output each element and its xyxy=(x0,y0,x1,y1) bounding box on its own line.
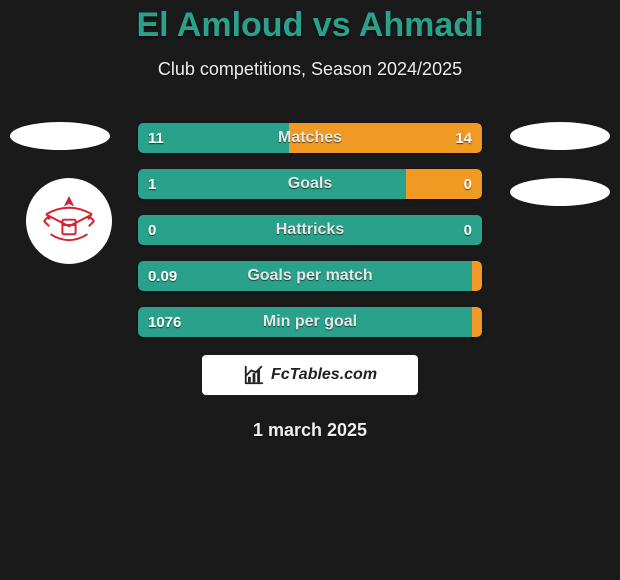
stat-segment-right xyxy=(472,261,482,291)
stat-segment-left xyxy=(138,261,472,291)
stat-segment-left xyxy=(138,169,406,199)
stat-row: Min per goal1076 xyxy=(138,307,482,337)
team-slot-mid-right xyxy=(510,178,610,206)
stat-row: Matches1114 xyxy=(138,123,482,153)
attribution-badge[interactable]: FcTables.com xyxy=(202,355,418,395)
team-crest xyxy=(26,178,112,264)
stat-segment-left xyxy=(138,307,472,337)
comparison-bars: Matches1114 Goals10 Hattricks00 Goals per m… xyxy=(138,123,482,353)
attribution-text: FcTables.com xyxy=(271,366,377,384)
stat-row: Goals per match0.09 xyxy=(138,261,482,291)
stat-segment-right xyxy=(472,307,482,337)
stat-segment-left xyxy=(138,215,482,245)
page-title: El Amloud vs Ahmadi xyxy=(0,0,620,45)
crest-icon xyxy=(36,188,102,254)
stat-row: Goals10 xyxy=(138,169,482,199)
subtitle: Club competitions, Season 2024/2025 xyxy=(0,59,620,80)
stat-segment-right xyxy=(406,169,482,199)
stat-segment-left xyxy=(138,123,289,153)
comparison-date: 1 march 2025 xyxy=(0,420,620,441)
team-slot-top-left xyxy=(10,122,110,150)
chart-icon xyxy=(243,364,265,386)
stat-row: Hattricks00 xyxy=(138,215,482,245)
stat-segment-right xyxy=(289,123,482,153)
team-slot-top-right xyxy=(510,122,610,150)
